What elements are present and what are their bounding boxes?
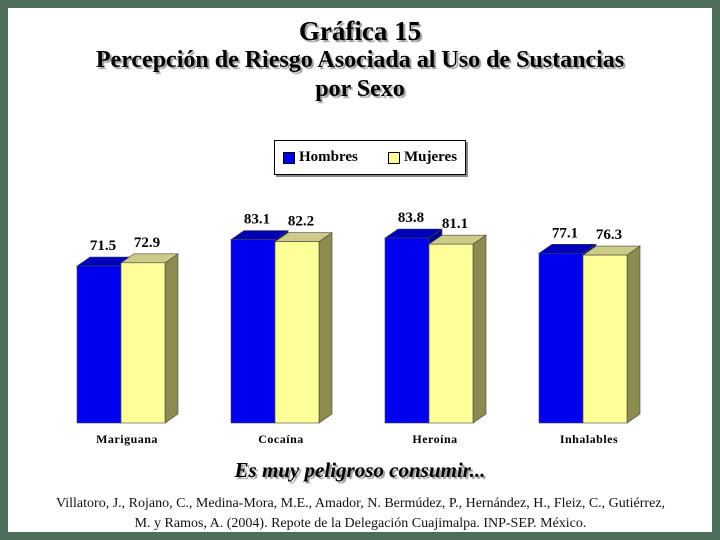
category-label-3: Inhalables: [560, 432, 618, 446]
legend-label-mujeres: Mujeres: [404, 149, 458, 165]
chart-title: Gráfica 15 Percepción de Riesgo Asociada…: [8, 16, 712, 104]
bar-mujeres-0-side: [164, 253, 179, 424]
legend-entry-mujeres: Mujeres: [388, 149, 457, 166]
bar-mujeres-3-side: [626, 245, 641, 424]
bar-mujeres-3: [582, 254, 628, 424]
bar-hombres-2: [384, 237, 430, 424]
bar-chart: 71.5 72.9 Mariguana 83.1 82.2 Cocaína 83.8 81.1…: [76, 210, 641, 446]
subtitle: Es muy peligroso consumir...: [234, 458, 486, 482]
bar-hombres-3: [538, 252, 584, 424]
legend: Hombres Mujeres: [274, 140, 466, 175]
data-label-hombres-0: 71.5: [90, 238, 116, 254]
data-label-hombres-1: 83.1: [244, 212, 270, 228]
category-label-1: Cocaína: [258, 432, 304, 446]
bar-mujeres-1-side: [318, 232, 333, 424]
legend-swatch-hombres: [283, 151, 295, 164]
title-line-3: por Sexo: [315, 76, 405, 102]
category-label-2: Heroína: [412, 432, 457, 446]
category-label-0: Mariguana: [96, 432, 158, 446]
bar-hombres-1: [230, 239, 276, 424]
bar-mujeres-2-side: [472, 234, 487, 424]
bar-mujeres-0: [120, 262, 166, 424]
data-label-mujeres-1: 82.2: [288, 214, 314, 230]
data-label-mujeres-3: 76.3: [596, 227, 622, 243]
legend-entry-hombres: Hombres: [283, 149, 358, 166]
bar-hombres-0: [76, 265, 122, 424]
data-label-hombres-3: 77.1: [552, 225, 578, 241]
title-line-1: Gráfica 15: [298, 16, 422, 46]
bar-mujeres-2: [428, 243, 474, 424]
legend-label-hombres: Hombres: [299, 149, 358, 165]
data-label-hombres-2: 83.8: [398, 210, 424, 226]
bar-mujeres-1: [274, 241, 320, 424]
title-line-2: Percepción de Riesgo Asociada al Uso de …: [95, 47, 625, 73]
source-citation: Villatoro, J., Rojano, C., Medina-Mora, …: [55, 496, 666, 531]
data-label-mujeres-0: 72.9: [134, 235, 160, 251]
legend-swatch-mujeres: [388, 151, 400, 164]
data-label-mujeres-2: 81.1: [442, 216, 468, 232]
